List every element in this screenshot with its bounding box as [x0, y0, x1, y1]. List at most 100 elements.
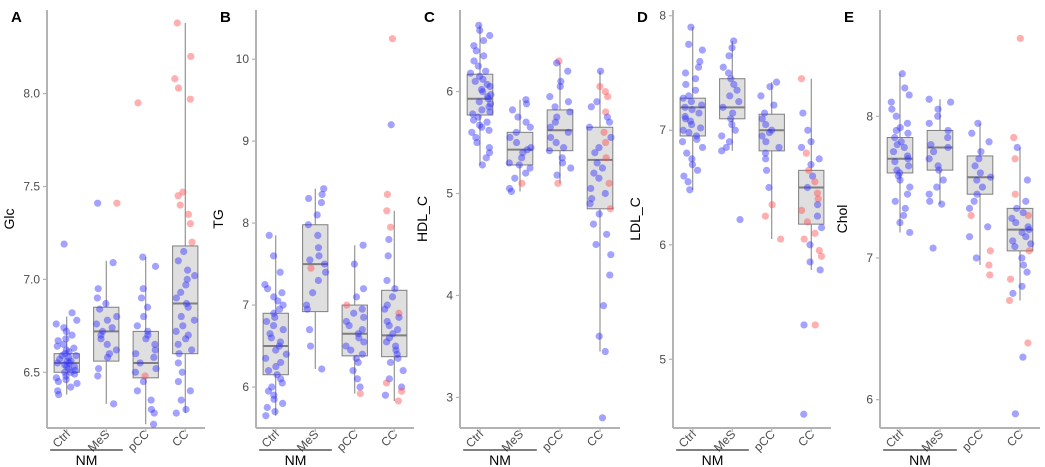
data-point: [1024, 223, 1032, 231]
data-point-highlight: [171, 75, 179, 83]
y-tick-label: 5: [446, 187, 453, 201]
y-axis-title: HDL_C: [414, 196, 430, 242]
data-point: [975, 155, 983, 163]
data-point: [381, 305, 389, 313]
data-point: [896, 176, 904, 184]
data-point: [976, 169, 984, 177]
data-point: [177, 396, 185, 404]
x-tick-label: pCC: [959, 427, 986, 454]
data-point: [519, 149, 527, 157]
data-point: [804, 126, 812, 134]
data-point: [757, 92, 765, 100]
data-point: [65, 353, 73, 362]
data-point: [891, 197, 899, 205]
data-point: [591, 149, 599, 157]
data-point-highlight: [307, 264, 315, 272]
data-point: [765, 183, 773, 192]
data-point: [695, 109, 703, 117]
data-point: [132, 350, 140, 358]
data-point-highlight: [343, 301, 351, 309]
data-point: [97, 335, 105, 343]
data-point: [905, 162, 913, 170]
data-point: [728, 120, 736, 129]
data-point: [354, 330, 362, 338]
data-point: [725, 52, 733, 60]
data-point-highlight: [986, 247, 994, 255]
data-point: [264, 367, 273, 375]
data-point: [65, 359, 73, 367]
box-CC: [381, 289, 408, 358]
data-point: [172, 294, 180, 302]
data-point: [147, 396, 155, 404]
data-point: [601, 347, 609, 356]
data-point: [1027, 240, 1035, 248]
data-point-highlight: [356, 389, 364, 398]
data-point: [905, 91, 913, 99]
data-point: [140, 312, 148, 321]
data-point: [313, 211, 321, 219]
data-point: [485, 126, 493, 134]
data-point-highlight: [606, 205, 615, 213]
data-point: [275, 342, 283, 350]
data-point: [59, 340, 68, 348]
data-point-highlight: [1011, 155, 1019, 163]
data-point: [681, 69, 690, 77]
data-point: [603, 230, 611, 238]
data-point-highlight: [388, 35, 397, 43]
data-point: [174, 377, 182, 386]
data-point: [52, 374, 61, 382]
data-point-highlight: [186, 220, 194, 228]
data-point: [342, 342, 350, 350]
data-point: [731, 126, 739, 134]
data-point: [94, 199, 102, 207]
data-point-highlight: [811, 229, 819, 237]
x-tick-label: Ctrl: [259, 427, 282, 450]
data-point: [598, 414, 607, 422]
data-point: [358, 350, 367, 358]
data-point-highlight: [386, 223, 395, 231]
data-point: [387, 121, 395, 129]
data-point: [803, 183, 812, 192]
data-point: [93, 294, 101, 302]
data-point: [385, 235, 393, 244]
data-point: [605, 118, 614, 126]
data-point: [473, 138, 481, 147]
data-point: [479, 36, 488, 45]
x-tick-label: Ctrl: [50, 427, 73, 450]
data-point: [270, 293, 278, 301]
data-point: [266, 330, 274, 338]
data-point: [593, 98, 601, 106]
data-point-highlight: [768, 201, 776, 209]
data-point: [505, 184, 514, 193]
data-point: [479, 75, 487, 83]
data-point: [552, 138, 560, 147]
data-point: [267, 334, 275, 342]
data-point-highlight: [382, 379, 391, 387]
x-tick-label: pCC: [539, 427, 566, 454]
data-point-highlight: [1006, 275, 1015, 283]
data-point: [133, 387, 141, 395]
data-point: [150, 409, 158, 417]
y-tick-label: 5: [659, 352, 666, 366]
data-point: [1018, 282, 1026, 290]
y-axis-title: LDL_C: [627, 197, 643, 241]
data-point: [735, 98, 743, 106]
data-point: [279, 326, 287, 334]
data-point: [282, 350, 290, 358]
data-point: [263, 285, 272, 293]
data-point: [900, 143, 908, 152]
data-point: [177, 312, 185, 321]
data-point: [355, 334, 363, 342]
data-point: [925, 95, 933, 103]
group-bracket-label: NM: [76, 452, 98, 467]
data-point: [595, 332, 603, 340]
data-point: [686, 117, 695, 125]
data-point: [898, 70, 906, 78]
x-tick-label: Ctrl: [463, 427, 486, 450]
data-point: [278, 289, 286, 297]
data-point: [733, 86, 741, 94]
data-point: [680, 172, 688, 180]
data-point: [688, 155, 696, 163]
data-point: [269, 321, 278, 330]
